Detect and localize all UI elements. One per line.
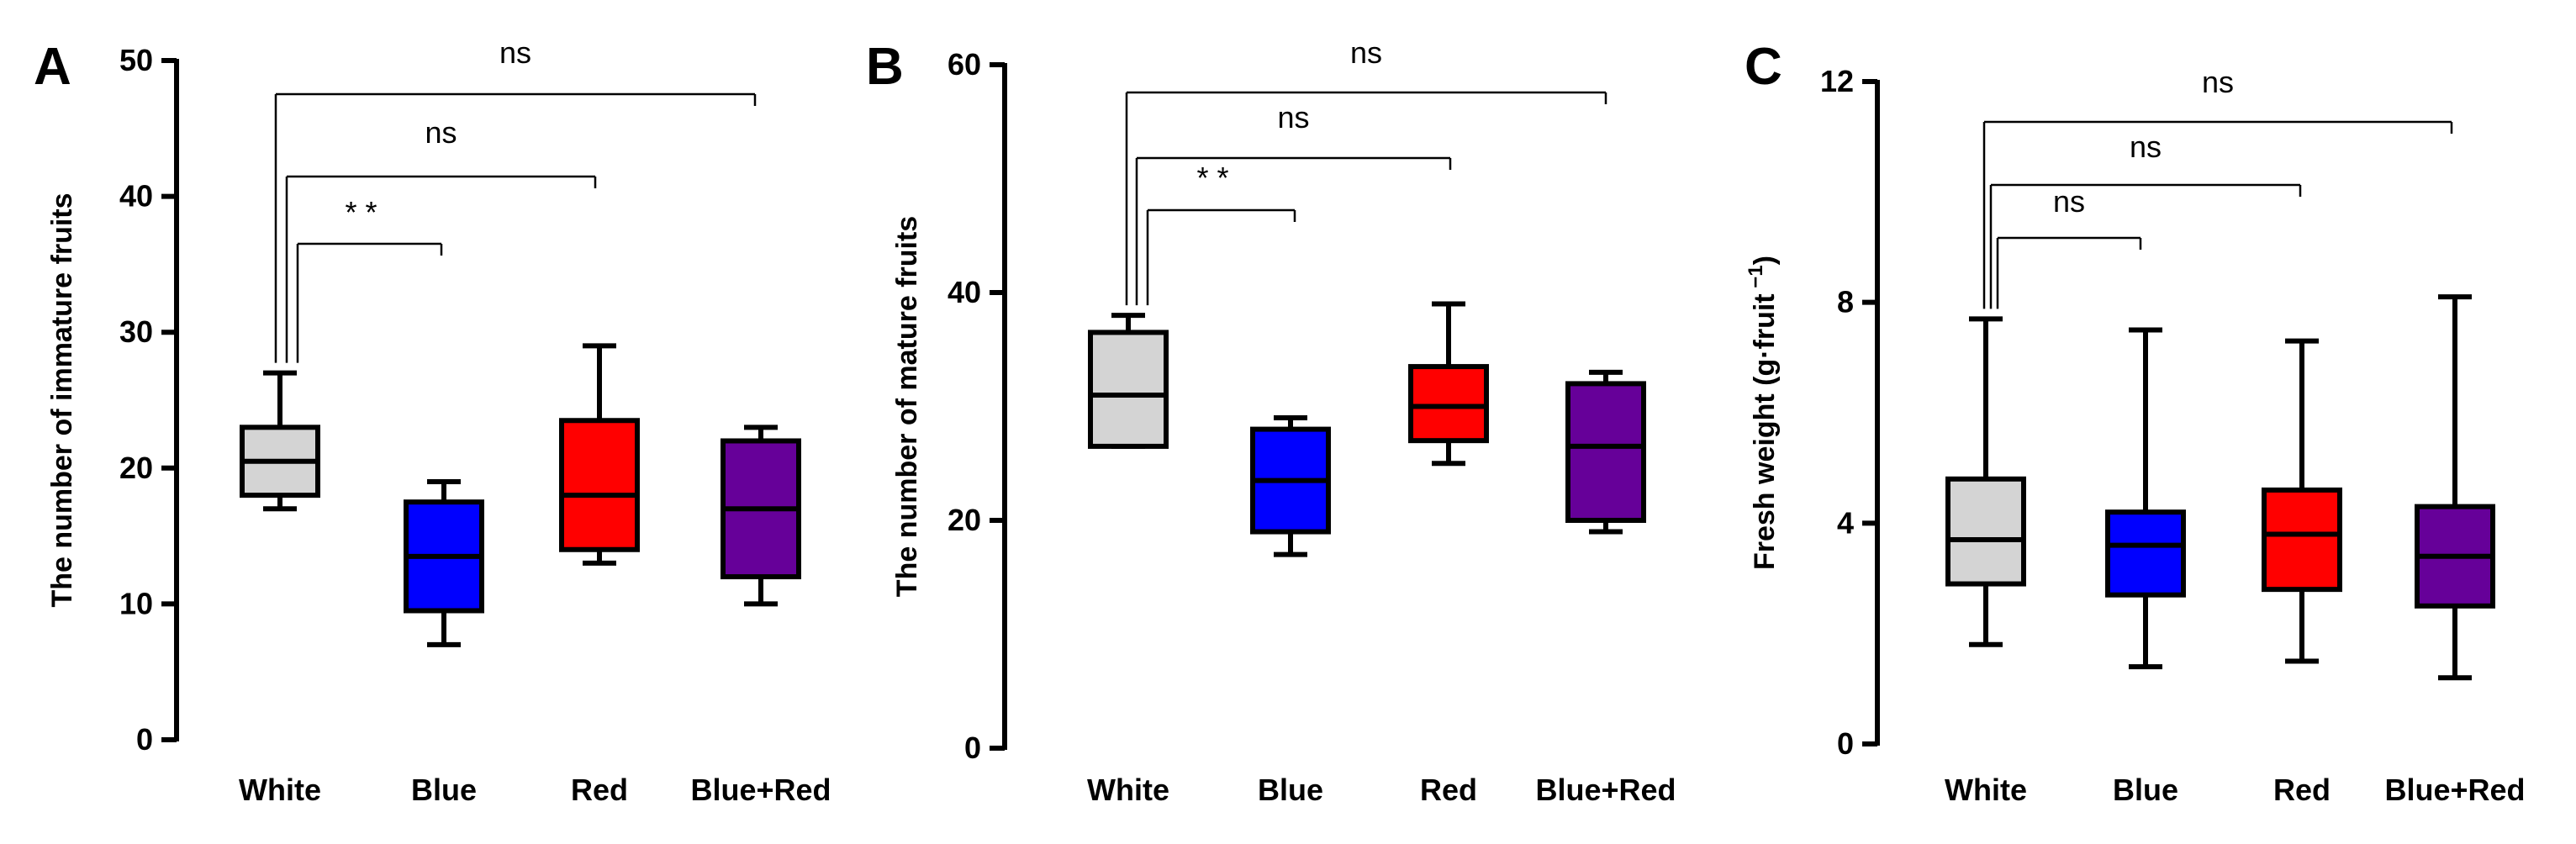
panel-letter: C bbox=[1745, 38, 1782, 96]
x-category-label: White bbox=[1087, 773, 1169, 807]
y-axis-label: The number of immature fruits bbox=[46, 193, 78, 607]
y-tick-label: 0 bbox=[1837, 726, 1854, 761]
chart-panel-b: B 0 20 40 60 The number of mature fruits White… bbox=[866, 35, 1676, 807]
significance-bracket: ns bbox=[274, 35, 757, 363]
box-white bbox=[1088, 313, 1169, 449]
y-tick-label: 40 bbox=[948, 275, 981, 309]
y-tick-label: 12 bbox=[1820, 64, 1854, 98]
y-axis-label-superscript: −1 bbox=[1745, 265, 1767, 293]
y-tick-label: 0 bbox=[964, 731, 981, 765]
box-blue-red bbox=[2415, 294, 2495, 681]
significance-label: ns bbox=[2053, 184, 2085, 219]
significance-label: ns bbox=[1277, 100, 1309, 135]
significance-label: * * bbox=[1196, 161, 1228, 195]
y-axis-label-end: ) bbox=[1749, 256, 1781, 265]
chart-panel-c: C 0 4 8 12 Fresh weight (g·fruit −1) White Blue… bbox=[1745, 38, 2526, 807]
box-blue-red bbox=[721, 425, 801, 607]
significance-bracket: * * bbox=[296, 195, 443, 363]
y-tick-label: 8 bbox=[1837, 285, 1854, 319]
box-red bbox=[1408, 301, 1489, 467]
y-axis-label: The number of mature fruits bbox=[891, 216, 923, 597]
iqr-box bbox=[1565, 381, 1646, 523]
significance-label: ns bbox=[499, 35, 531, 70]
box-red bbox=[559, 343, 640, 566]
box-blue-red bbox=[1565, 369, 1646, 535]
box-blue bbox=[404, 478, 484, 647]
x-category-label: Blue bbox=[1258, 773, 1323, 807]
x-category-label: Blue+Red bbox=[2384, 773, 2525, 807]
iqr-box bbox=[559, 418, 640, 552]
significance-label: ns bbox=[2130, 129, 2162, 164]
significance-label: * * bbox=[345, 195, 377, 229]
box-white bbox=[1945, 316, 2026, 647]
iqr-box bbox=[2262, 487, 2342, 593]
significance-label: ns bbox=[425, 115, 457, 150]
panel-letter: A bbox=[34, 38, 71, 96]
y-tick-label: 40 bbox=[119, 179, 153, 214]
box-blue bbox=[2105, 327, 2186, 670]
box-blue bbox=[1250, 415, 1331, 557]
y-tick-label: 4 bbox=[1837, 505, 1854, 540]
chart-panel-a: A 0 10 20 30 40 50 The number of immature fruit… bbox=[34, 35, 831, 807]
x-category-label: White bbox=[239, 773, 321, 807]
y-tick-label: 30 bbox=[119, 314, 153, 349]
iqr-box bbox=[1945, 476, 2026, 587]
significance-bracket: ns bbox=[1125, 35, 1607, 306]
significance-label: ns bbox=[1350, 35, 1382, 70]
significance-bracket: ns bbox=[1989, 129, 2302, 309]
y-tick-label: 50 bbox=[119, 43, 153, 77]
x-category-label: Red bbox=[1420, 773, 1477, 807]
x-category-label: Blue+Red bbox=[690, 773, 831, 807]
significance-label: ns bbox=[2202, 65, 2234, 99]
significance-bracket: ns bbox=[1996, 184, 2142, 309]
significance-bracket: ns bbox=[1135, 100, 1452, 306]
x-category-label: Red bbox=[571, 773, 628, 807]
box-red bbox=[2262, 338, 2342, 664]
y-tick-label: 20 bbox=[119, 451, 153, 485]
x-category-label: Blue+Red bbox=[1535, 773, 1676, 807]
iqr-box bbox=[1408, 364, 1489, 444]
panel-letter: B bbox=[866, 38, 904, 96]
y-tick-label: 60 bbox=[948, 47, 981, 82]
significance-bracket: ns bbox=[285, 115, 597, 363]
y-tick-label: 10 bbox=[119, 586, 153, 620]
y-tick-label: 0 bbox=[136, 722, 153, 757]
x-category-label: Blue bbox=[2113, 773, 2178, 807]
x-category-label: White bbox=[1945, 773, 2027, 807]
y-axis-label: Fresh weight (g·fruit −1) bbox=[1745, 256, 1781, 570]
significance-bracket: ns bbox=[1982, 65, 2453, 309]
significance-bracket: * * bbox=[1146, 161, 1296, 306]
x-category-label: Blue bbox=[411, 773, 477, 807]
iqr-box bbox=[1088, 330, 1169, 449]
y-tick-label: 20 bbox=[948, 503, 981, 537]
x-category-label: Red bbox=[2273, 773, 2331, 807]
box-white bbox=[240, 370, 320, 512]
iqr-box bbox=[2105, 509, 2186, 598]
